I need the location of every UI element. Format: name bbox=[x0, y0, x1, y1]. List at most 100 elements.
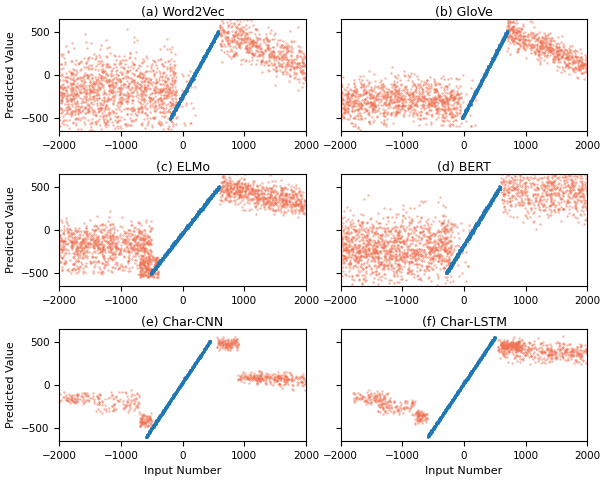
Point bbox=[182, 81, 192, 89]
Point bbox=[533, 190, 543, 198]
Point bbox=[415, 411, 424, 419]
Point bbox=[255, 42, 264, 50]
Point bbox=[287, 190, 296, 198]
Point bbox=[452, 253, 462, 260]
Point bbox=[539, 196, 549, 203]
Point bbox=[281, 372, 291, 379]
Point bbox=[389, 238, 399, 245]
Point bbox=[548, 190, 558, 198]
Point bbox=[200, 201, 210, 208]
Point bbox=[117, 94, 127, 101]
Point bbox=[371, 398, 381, 406]
Point bbox=[553, 191, 563, 199]
Point bbox=[426, 80, 436, 88]
Point bbox=[269, 53, 279, 61]
Point bbox=[498, 200, 508, 207]
Point bbox=[189, 73, 199, 80]
Point bbox=[167, 395, 176, 403]
Point bbox=[353, 100, 362, 107]
Point bbox=[405, 72, 415, 80]
Point bbox=[106, 88, 116, 96]
Point bbox=[464, 101, 473, 108]
Point bbox=[453, 98, 463, 106]
Point bbox=[256, 371, 266, 378]
Point bbox=[381, 230, 391, 238]
Point bbox=[275, 201, 285, 209]
Point bbox=[391, 403, 401, 411]
Point bbox=[249, 372, 259, 380]
Point bbox=[204, 195, 213, 203]
Point bbox=[150, 420, 160, 428]
Point bbox=[521, 54, 531, 61]
Point bbox=[147, 248, 156, 256]
Point bbox=[216, 39, 225, 46]
Point bbox=[461, 239, 470, 246]
Point bbox=[542, 40, 552, 47]
Point bbox=[387, 262, 396, 269]
Point bbox=[82, 93, 92, 100]
Point bbox=[214, 338, 224, 346]
Point bbox=[270, 194, 280, 201]
Point bbox=[108, 109, 118, 117]
Point bbox=[494, 44, 504, 52]
Point bbox=[108, 230, 118, 238]
Point bbox=[93, 400, 102, 408]
Point bbox=[98, 221, 107, 229]
Point bbox=[105, 231, 115, 239]
Point bbox=[515, 182, 525, 190]
Point bbox=[150, 264, 159, 272]
Point bbox=[413, 412, 423, 420]
Point bbox=[185, 80, 195, 88]
Point bbox=[171, 105, 181, 112]
Point bbox=[132, 86, 141, 94]
Point bbox=[478, 74, 488, 81]
Point bbox=[442, 221, 452, 229]
Point bbox=[418, 254, 428, 262]
Point bbox=[361, 398, 371, 405]
Point bbox=[226, 339, 236, 347]
Point bbox=[132, 245, 142, 253]
Point bbox=[514, 346, 524, 353]
Point bbox=[465, 101, 474, 108]
Point bbox=[188, 75, 198, 83]
Point bbox=[459, 241, 469, 249]
Point bbox=[76, 82, 85, 90]
Point bbox=[145, 228, 155, 235]
Point bbox=[141, 270, 150, 278]
Point bbox=[141, 246, 150, 254]
Point bbox=[353, 393, 362, 401]
Point bbox=[76, 258, 86, 266]
Point bbox=[197, 57, 207, 65]
Point bbox=[402, 248, 412, 256]
Point bbox=[424, 92, 433, 99]
Point bbox=[487, 195, 497, 203]
Point bbox=[487, 338, 496, 346]
Point bbox=[542, 174, 552, 182]
Point bbox=[487, 339, 496, 347]
Point bbox=[553, 354, 562, 362]
Point bbox=[123, 246, 133, 254]
Point bbox=[266, 201, 276, 208]
Point bbox=[447, 397, 457, 404]
Point bbox=[442, 403, 452, 411]
Point bbox=[546, 344, 556, 351]
Point bbox=[539, 348, 549, 356]
Point bbox=[424, 259, 434, 267]
Point bbox=[145, 108, 155, 116]
Point bbox=[407, 214, 417, 222]
Point bbox=[550, 37, 559, 44]
Point bbox=[476, 214, 485, 222]
Point bbox=[576, 57, 586, 65]
Point bbox=[529, 43, 539, 51]
Point bbox=[220, 344, 230, 351]
Point bbox=[468, 226, 478, 234]
Point bbox=[218, 341, 228, 349]
Point bbox=[488, 193, 498, 201]
Point bbox=[464, 101, 474, 109]
Point bbox=[464, 372, 474, 379]
Point bbox=[479, 73, 488, 80]
Point bbox=[522, 43, 532, 51]
Point bbox=[77, 243, 87, 251]
Point bbox=[502, 336, 512, 344]
Point bbox=[255, 194, 264, 201]
